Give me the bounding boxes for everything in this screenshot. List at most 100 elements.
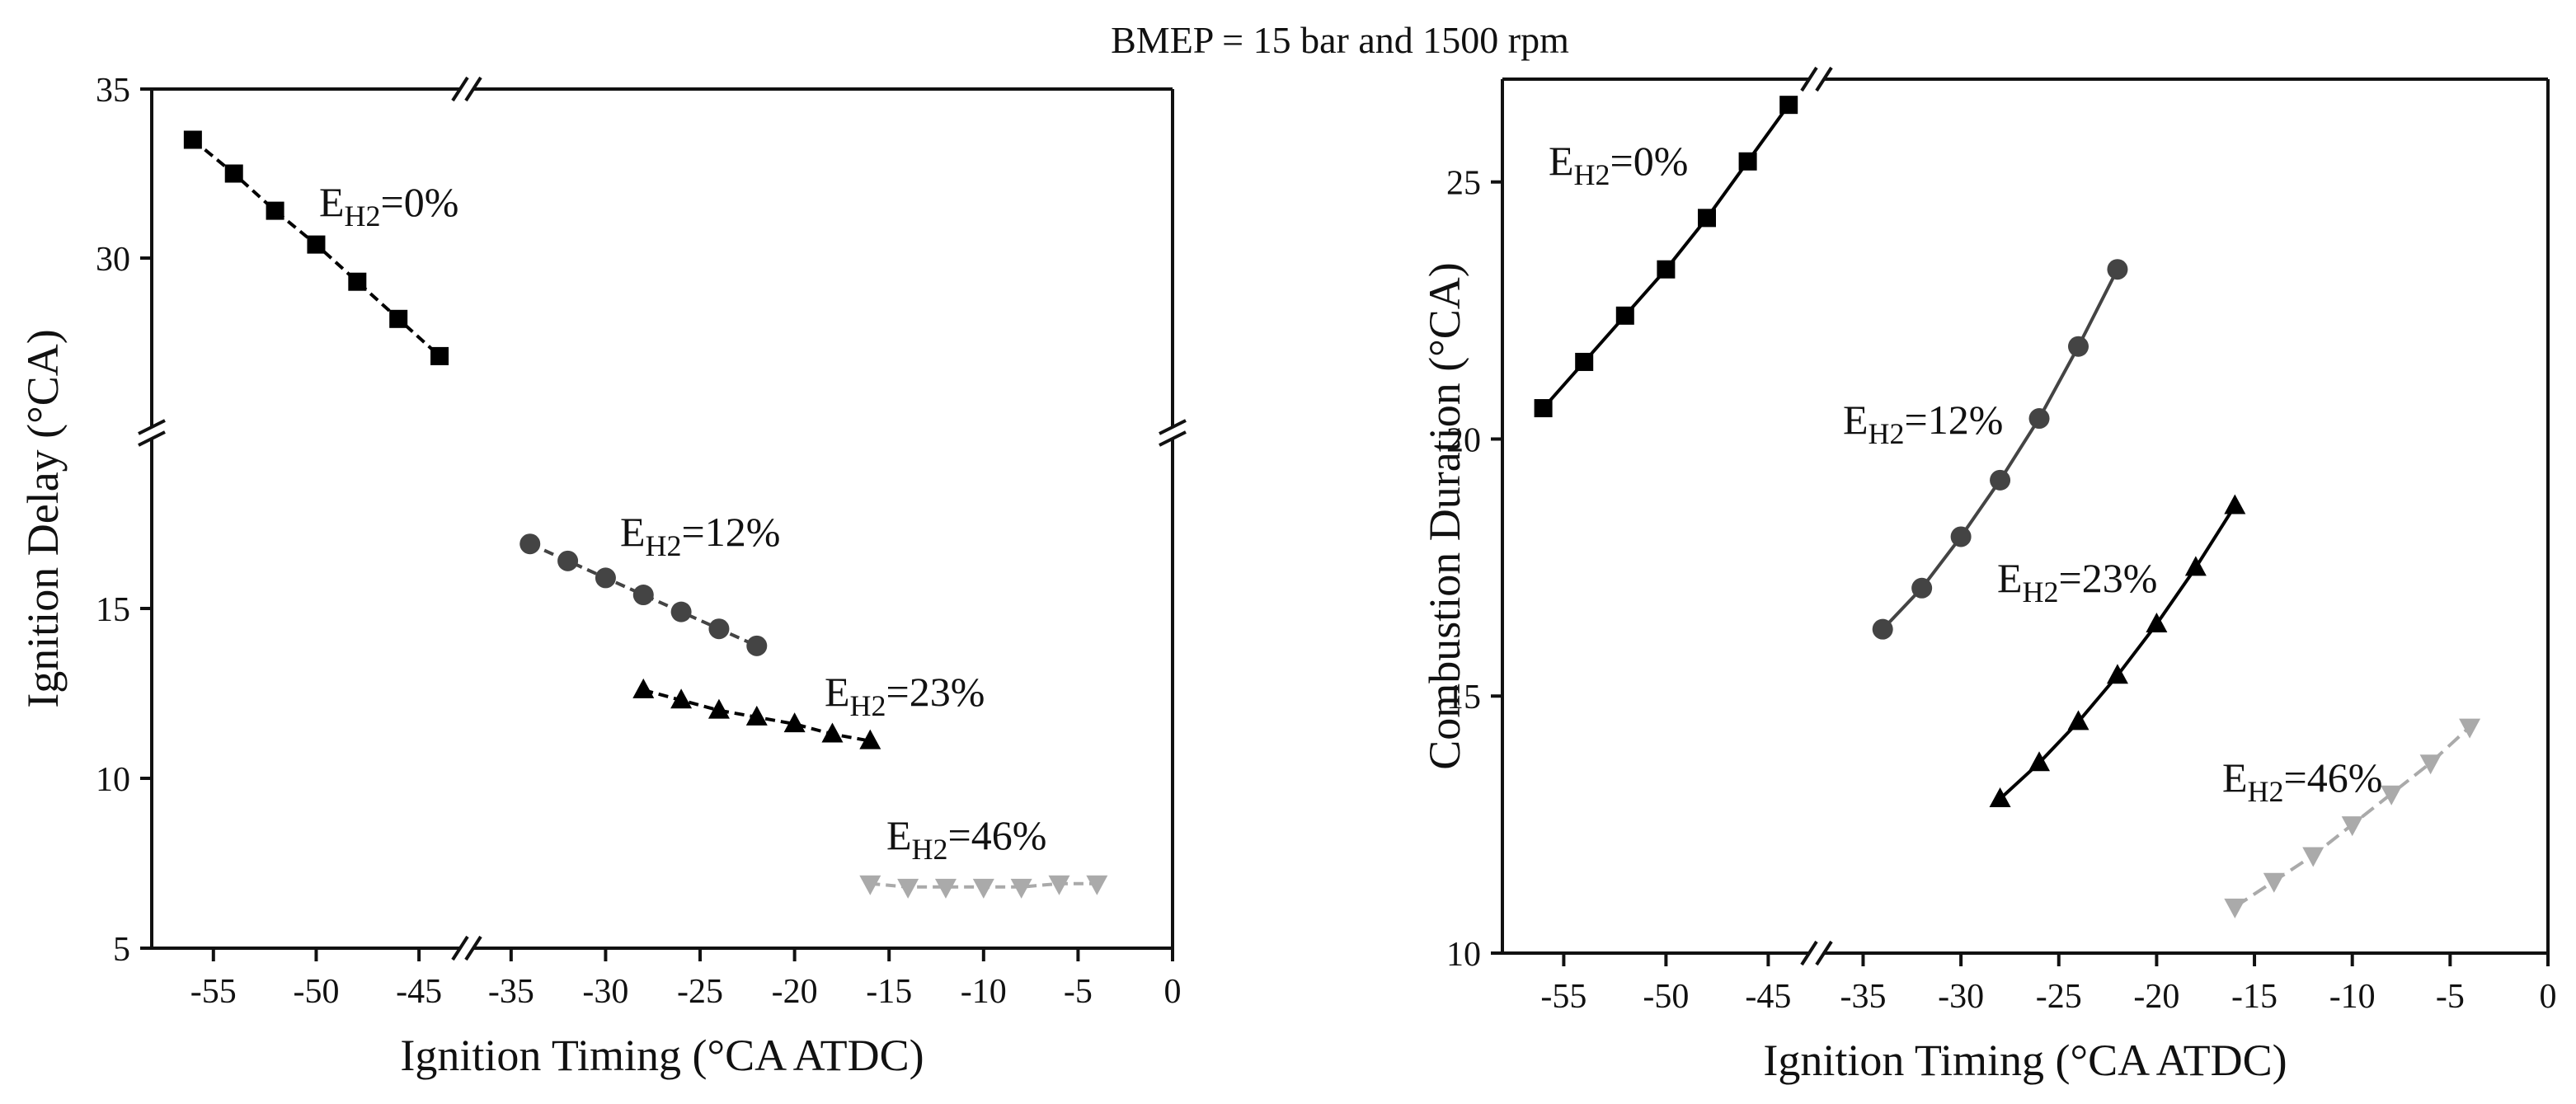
series-label-part: H2 [1869, 417, 1905, 450]
data-point-triangle-up [859, 729, 881, 749]
top-x-break-mark-2 [1815, 66, 1833, 92]
series-eh2-46: EH2=46% [2222, 718, 2481, 918]
top-x-break-mark-1 [451, 76, 469, 102]
x-tick-label: -5 [2436, 978, 2465, 1016]
series-label-eh2-23: EH2=23% [825, 669, 985, 722]
left-chart-ignition-delay: -55 -50 -45 -35 -30 -25 -20 -15 -10 -5 0510153035I… [18, 72, 1187, 1080]
data-point-circle [2028, 408, 2050, 430]
x-tick-label: -20 [2133, 978, 2179, 1016]
data-point-triangle-up [2106, 664, 2128, 684]
data-point-triangle-up [2067, 710, 2089, 731]
data-point-triangle-up [2146, 612, 2168, 632]
left-y-break-mark-2 [138, 430, 166, 447]
data-point-square [1575, 352, 1594, 371]
x-tick-label: -35 [1840, 978, 1886, 1016]
x-tick-label: -15 [866, 973, 912, 1011]
series-label-part: =23% [886, 669, 985, 715]
data-point-triangle-down [1086, 875, 1108, 895]
data-point-triangle-up [1989, 787, 2011, 807]
series-label-eh2-0: EH2=0% [319, 179, 458, 233]
data-point-triangle-down [2459, 718, 2481, 739]
bottom-x-break-mark-1 [451, 935, 469, 961]
series-label-part: E [1549, 138, 1574, 184]
data-point-circle [1911, 577, 1933, 599]
data-point-circle [708, 618, 730, 640]
data-point-square [430, 346, 449, 365]
data-point-circle [1950, 526, 1972, 547]
data-point-square [1534, 399, 1553, 418]
x-axis-title: Ignition Timing (°CA ATDC) [1763, 1036, 2287, 1085]
data-point-square [224, 164, 243, 183]
series-label-part: H2 [1574, 158, 1610, 191]
data-point-circle [595, 567, 616, 589]
figure-title: BMEP = 15 bar and 1500 rpm [1111, 19, 1569, 61]
series-eh2-12: EH2=12% [1843, 259, 2128, 640]
series-label-part: E [319, 179, 345, 225]
x-tick-label: -20 [772, 973, 818, 1011]
series-label-part: =46% [948, 812, 1047, 858]
data-point-triangle-down [2419, 754, 2442, 775]
data-point-square [1779, 96, 1798, 115]
series-line-eh2-23 [1999, 505, 2236, 801]
series-label-part: =46% [2284, 754, 2383, 801]
series-label-part: E [825, 669, 850, 715]
x-axis-title: Ignition Timing (°CA ATDC) [400, 1031, 924, 1080]
data-point-triangle-down [1048, 875, 1070, 895]
data-point-triangle-down [2381, 785, 2403, 806]
data-point-square [1615, 306, 1634, 325]
series-label-part: =0% [381, 179, 459, 225]
series-eh2-23: EH2=23% [1989, 494, 2246, 807]
data-point-circle [2067, 336, 2089, 357]
x-tick-label: -45 [1745, 978, 1791, 1016]
top-x-break-mark-2 [464, 76, 482, 102]
data-point-square [266, 201, 284, 220]
data-point-triangle-down [2302, 847, 2325, 867]
data-point-triangle-up [632, 678, 655, 698]
right-y-break-mark-1 [1159, 419, 1187, 435]
right-chart-combustion-duration: -55 -50 -45 -35 -30 -25 -20 -15 -10 -5 010152025Ig… [1420, 66, 2557, 1085]
data-point-circle [519, 533, 541, 555]
right-y-break-mark-2 [1159, 430, 1187, 447]
data-point-square [348, 272, 367, 291]
x-tick-label: -35 [488, 973, 534, 1011]
series-label-part: =12% [1905, 397, 2004, 443]
x-tick-label: -55 [190, 973, 237, 1011]
series-label-part: H2 [345, 200, 381, 233]
series-eh2-0: EH2=0% [183, 130, 458, 365]
series-label-part: E [2222, 754, 2248, 801]
x-tick-label: 0 [1164, 973, 1182, 1011]
x-tick-label: -50 [1643, 978, 1689, 1016]
y-tick-label: 15 [96, 591, 130, 629]
data-point-square [307, 235, 326, 254]
data-point-circle [2107, 259, 2128, 280]
y-tick-label: 35 [96, 72, 130, 110]
data-point-square [1738, 152, 1757, 171]
x-tick-label: -25 [677, 973, 723, 1011]
series-label-part: E [886, 812, 912, 858]
data-point-square [183, 130, 202, 149]
y-tick-label: 15 [1446, 679, 1481, 716]
series-label-part: H2 [2023, 575, 2059, 608]
x-tick-label: 0 [2540, 978, 2557, 1016]
data-point-triangle-up [670, 688, 693, 709]
data-point-triangle-up [821, 722, 844, 743]
data-point-circle [1872, 618, 1893, 640]
x-tick-label: -45 [396, 973, 442, 1011]
series-eh2-23: EH2=23% [632, 669, 985, 749]
y-tick-label: 25 [1446, 165, 1481, 203]
y-tick-label: 30 [96, 241, 130, 279]
series-label-eh2-0: EH2=0% [1549, 138, 1688, 191]
series-eh2-0: EH2=0% [1534, 96, 1798, 418]
data-point-triangle-down [1010, 878, 1032, 899]
data-point-triangle-down [897, 878, 919, 899]
x-tick-label: -50 [293, 973, 339, 1011]
x-tick-label: -5 [1064, 973, 1093, 1011]
data-point-triangle-down [934, 878, 957, 899]
data-point-triangle-up [783, 712, 806, 733]
x-tick-label: -15 [2231, 978, 2278, 1016]
left-y-break-mark-1 [138, 419, 166, 435]
data-point-triangle-up [2028, 751, 2051, 772]
data-point-square [1698, 209, 1716, 228]
series-label-eh2-23: EH2=23% [1997, 555, 2157, 608]
